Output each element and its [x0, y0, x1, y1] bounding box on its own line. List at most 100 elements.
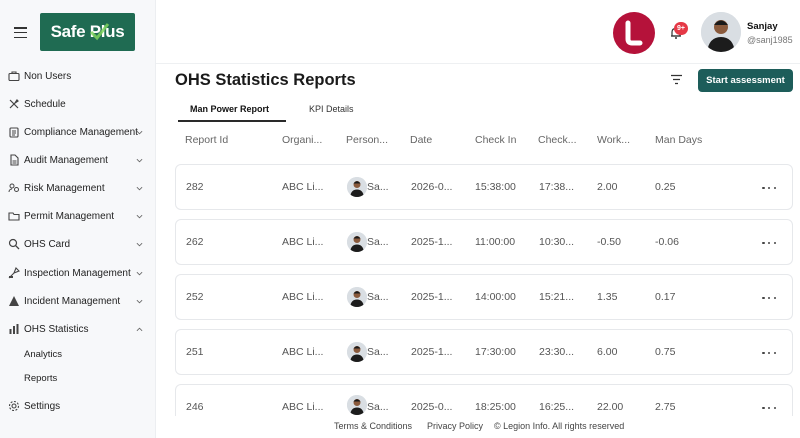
cell-date: 2025-1...: [411, 236, 453, 248]
sidebar-item-ohs-statistics[interactable]: OHS Statistics: [0, 316, 156, 342]
cell-date: 2026-0...: [411, 181, 453, 193]
cell-man-days: 0.75: [655, 346, 676, 358]
cell-work: -0.50: [597, 236, 621, 248]
cell-work: 1.35: [597, 291, 618, 303]
cell-organization: ABC Li...: [282, 181, 324, 193]
sidebar-item-audit-management[interactable]: Audit Management: [0, 147, 156, 173]
cell-check-out: 16:25...: [539, 401, 575, 413]
cell-person: Sa...: [367, 291, 389, 303]
tab-man-power-report[interactable]: Man Power Report: [190, 104, 270, 114]
search-icon: [8, 238, 20, 250]
more-options-icon[interactable]: [762, 405, 776, 411]
cell-report-id: 251: [186, 346, 204, 358]
cell-check-out: 23:30...: [539, 346, 575, 358]
person-icon: [701, 12, 741, 52]
column-header-person[interactable]: Person...: [346, 134, 389, 146]
sidebar-item-non-users[interactable]: Non Users: [0, 63, 156, 89]
avatar: [347, 395, 367, 415]
privacy-link[interactable]: Privacy Policy: [427, 421, 484, 431]
user-avatar[interactable]: [701, 12, 741, 52]
person-icon: [347, 177, 367, 197]
tools-icon: [9, 99, 19, 109]
logo-check-icon: [89, 23, 110, 41]
more-options-icon[interactable]: [762, 350, 776, 356]
active-tab-indicator: [178, 120, 286, 122]
cell-work: 22.00: [597, 401, 624, 413]
avatar: [347, 287, 367, 307]
sidebar-item-label: OHS Statistics: [24, 323, 89, 335]
sidebar-item-label: Schedule: [24, 98, 66, 110]
cell-organization: ABC Li...: [282, 401, 324, 413]
logo[interactable]: Safe Plus: [40, 13, 135, 51]
person-icon: [347, 342, 367, 362]
sidebar-item-ohs-card[interactable]: OHS Card: [0, 231, 156, 257]
tab-kpi-details[interactable]: KPI Details: [309, 104, 354, 114]
notification-badge: 9+: [674, 22, 688, 35]
sidebar-item-label: Settings: [24, 400, 61, 412]
cell-check-out: 15:21...: [539, 291, 575, 303]
column-header-work[interactable]: Work...: [597, 134, 631, 146]
user-name: Sanjay: [747, 21, 778, 32]
sidebar-item-schedule[interactable]: Schedule: [0, 91, 156, 117]
table-row[interactable]: 252 ABC Li... Sa... 2025-1... 14:00:00 1…: [175, 274, 793, 320]
sidebar-item-permit-management[interactable]: Permit Management: [0, 203, 156, 229]
sidebar-item-label: OHS Card: [24, 238, 71, 250]
column-header-organization[interactable]: Organi...: [282, 134, 323, 146]
cell-check-in: 17:30:00: [475, 346, 516, 358]
folder-icon: [8, 212, 20, 221]
page-title: OHS Statistics Reports: [175, 71, 356, 89]
cell-person: Sa...: [367, 346, 389, 358]
column-header-man-days[interactable]: Man Days: [655, 134, 703, 146]
sidebar-subitem-analytics[interactable]: Analytics: [24, 349, 63, 360]
bar-chart-icon: [9, 324, 19, 334]
people-icon: [8, 183, 19, 193]
person-icon: [347, 232, 367, 252]
table-row[interactable]: 246 ABC Li... Sa... 2025-0... 18:25:00 1…: [175, 384, 793, 416]
sidebar-item-settings[interactable]: Settings: [0, 393, 156, 419]
sidebar-item-incident-management[interactable]: Incident Management: [0, 288, 156, 314]
cell-check-in: 11:00:00: [475, 236, 516, 248]
table-row[interactable]: 262 ABC Li... Sa... 2025-1... 11:00:00 1…: [175, 219, 793, 265]
briefcase-icon: [8, 71, 20, 82]
copyright-text: © Legion Info. All rights reserved: [494, 421, 625, 431]
cell-report-id: 252: [186, 291, 204, 303]
column-header-report-id[interactable]: Report Id: [185, 134, 229, 146]
chevron-down-icon: [136, 271, 143, 275]
more-options-icon[interactable]: [762, 240, 776, 246]
sidebar-item-inspection-management[interactable]: Inspection Management: [0, 260, 156, 286]
sidebar-subitem-reports[interactable]: Reports: [24, 373, 58, 384]
inspection-icon: [8, 267, 20, 279]
cell-person: Sa...: [367, 401, 389, 413]
cell-work: 2.00: [597, 181, 618, 193]
more-options-icon[interactable]: [762, 295, 776, 301]
sidebar-item-label: Inspection Management: [24, 267, 131, 279]
cell-report-id: 246: [186, 401, 204, 413]
menu-icon[interactable]: [14, 27, 27, 39]
more-options-icon[interactable]: [762, 185, 776, 191]
filter-icon[interactable]: [670, 74, 683, 85]
chevron-down-icon: [136, 242, 143, 246]
cell-man-days: -0.06: [655, 236, 679, 248]
table-row[interactable]: 282 ABC Li... Sa... 2026-0... 15:38:00 1…: [175, 164, 793, 210]
column-header-check-in[interactable]: Check In: [475, 134, 517, 146]
column-header-check-out[interactable]: Check...: [538, 134, 577, 146]
table-row[interactable]: 251 ABC Li... Sa... 2025-1... 17:30:00 2…: [175, 329, 793, 375]
brand-mark-icon: [625, 20, 643, 46]
cell-man-days: 2.75: [655, 401, 676, 413]
brand-logo[interactable]: [613, 12, 655, 54]
cell-report-id: 262: [186, 236, 204, 248]
sidebar-item-label: Permit Management: [24, 210, 115, 222]
cell-man-days: 0.25: [655, 181, 676, 193]
sidebar-item-compliance-management[interactable]: Compliance Management: [0, 119, 156, 145]
terms-link[interactable]: Terms & Conditions: [334, 421, 413, 431]
person-icon: [347, 395, 367, 415]
cell-check-in: 15:38:00: [475, 181, 516, 193]
start-assessment-button[interactable]: Start assessment: [698, 69, 793, 92]
column-header-date[interactable]: Date: [410, 134, 433, 146]
clipboard-icon: [9, 127, 19, 138]
avatar: [347, 342, 367, 362]
sidebar-item-risk-management[interactable]: Risk Management: [0, 175, 156, 201]
cell-date: 2025-0...: [411, 401, 453, 413]
cell-organization: ABC Li...: [282, 291, 324, 303]
chevron-down-icon: [136, 158, 143, 162]
